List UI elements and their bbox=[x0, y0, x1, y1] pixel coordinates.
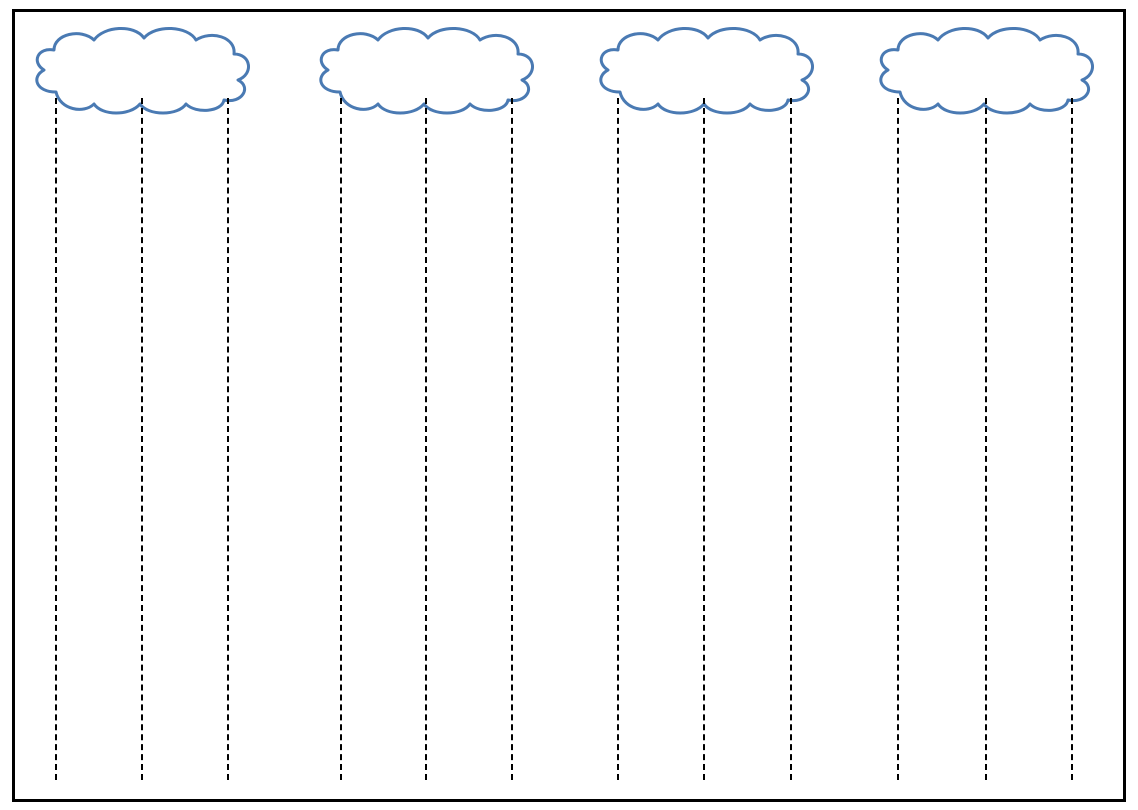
rain-tracing-line bbox=[703, 98, 705, 780]
rain-tracing-line bbox=[55, 98, 57, 780]
rain-tracing-line bbox=[1071, 98, 1073, 780]
rain-tracing-line bbox=[790, 98, 792, 780]
rain-tracing-line bbox=[897, 98, 899, 780]
rain-tracing-line bbox=[141, 98, 143, 780]
cloud bbox=[590, 22, 820, 117]
rain-tracing-line bbox=[617, 98, 619, 780]
rain-tracing-line bbox=[425, 98, 427, 780]
rain-tracing-line bbox=[227, 98, 229, 780]
worksheet-frame bbox=[12, 9, 1126, 802]
rain-tracing-line bbox=[511, 98, 513, 780]
rain-tracing-line bbox=[985, 98, 987, 780]
cloud-icon bbox=[590, 22, 820, 117]
rain-tracing-line bbox=[340, 98, 342, 780]
